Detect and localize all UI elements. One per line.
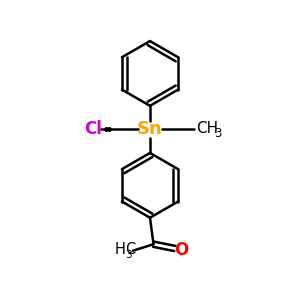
Text: C: C (125, 242, 136, 257)
Text: O: O (174, 241, 189, 259)
Text: Cl: Cl (84, 120, 101, 138)
Text: 3: 3 (126, 250, 132, 260)
Text: CH: CH (196, 121, 218, 136)
Text: 3: 3 (214, 127, 221, 140)
Text: H: H (114, 242, 125, 257)
Text: Sn: Sn (137, 120, 163, 138)
